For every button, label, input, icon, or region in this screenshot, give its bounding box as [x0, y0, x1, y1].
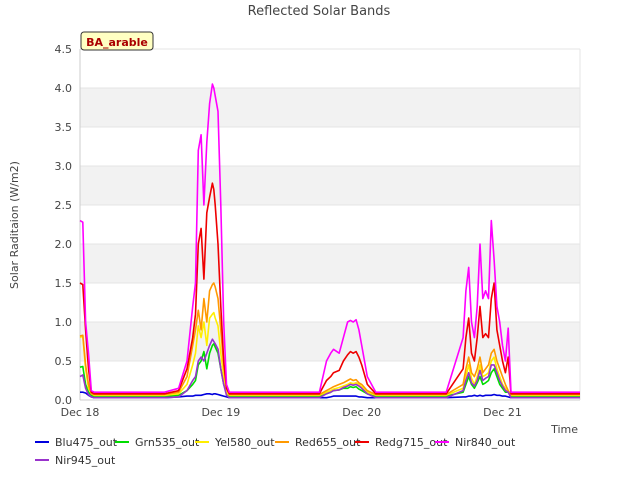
- y-tick-label: 1.5: [55, 277, 73, 290]
- y-tick-label: 2.0: [55, 238, 73, 251]
- legend-item: Yel580_out: [195, 436, 275, 449]
- series-lines: [79, 83, 580, 399]
- legend-label: Red655_out: [295, 436, 361, 449]
- y-axis-ticks: 0.0 0.5 1.0 1.5 2.0 2.5 3.0 3.5 4.0 4.5: [55, 43, 73, 407]
- legend-label: Nir840_out: [455, 436, 516, 449]
- grid-bands: [80, 88, 580, 361]
- y-tick-label: 1.0: [55, 316, 73, 329]
- legend-item: Blu475_out: [35, 436, 118, 449]
- site-annotation: BA_arable: [80, 31, 154, 51]
- site-annotation-box: [80, 31, 154, 51]
- x-tick-label: Dec 21: [483, 406, 522, 419]
- grid-lines: [80, 48, 580, 401]
- x-tick-label: Dec 20: [342, 406, 381, 419]
- y-axis-label: Solar Raditaion (W/m2): [8, 161, 21, 289]
- x-tick-label: Dec 18: [61, 406, 100, 419]
- legend-label: Blu475_out: [55, 436, 118, 449]
- y-tick-label: 0.5: [55, 355, 73, 368]
- y-tick-label: 2.5: [55, 199, 73, 212]
- chart-title: Reflected Solar Bands: [248, 4, 391, 19]
- series-line-yel580-out: [79, 311, 580, 397]
- site-annotation-text: BA_arable: [86, 36, 148, 49]
- legend-item: Redg715_out: [355, 436, 448, 449]
- legend-label: Grn535_out: [135, 436, 200, 449]
- series-line-red655-out: [79, 282, 580, 396]
- legend-label: Nir945_out: [55, 454, 116, 467]
- y-tick-label: 0.0: [55, 394, 73, 407]
- legend-item: Red655_out: [275, 436, 361, 449]
- grid-band: [80, 244, 580, 283]
- legend-label: Yel580_out: [214, 436, 275, 449]
- grid-band: [80, 166, 580, 205]
- series-line-grn535-out: [79, 342, 580, 397]
- series-line-nir945-out: [79, 338, 580, 399]
- series-line-nir840-out: [79, 83, 580, 394]
- legend-item: Nir945_out: [35, 454, 116, 467]
- legend: Blu475_out Grn535_out Yel580_out Red655_out…: [35, 436, 516, 467]
- legend-item: Nir840_out: [435, 436, 516, 449]
- grid-band: [80, 88, 580, 127]
- y-tick-label: 4.5: [55, 43, 73, 56]
- y-tick-label: 3.0: [55, 160, 73, 173]
- series-line-blu475-out: [80, 391, 580, 399]
- y-tick-label: 3.5: [55, 121, 73, 134]
- series-line-redg715-out: [79, 182, 580, 395]
- legend-item: Grn535_out: [115, 436, 200, 449]
- y-tick-label: 4.0: [55, 82, 73, 95]
- x-axis-ticks: Dec 18 Dec 19 Dec 20 Dec 21: [61, 406, 522, 419]
- x-axis-label: Time: [550, 423, 578, 436]
- legend-label: Redg715_out: [375, 436, 448, 449]
- x-tick-label: Dec 19: [201, 406, 240, 419]
